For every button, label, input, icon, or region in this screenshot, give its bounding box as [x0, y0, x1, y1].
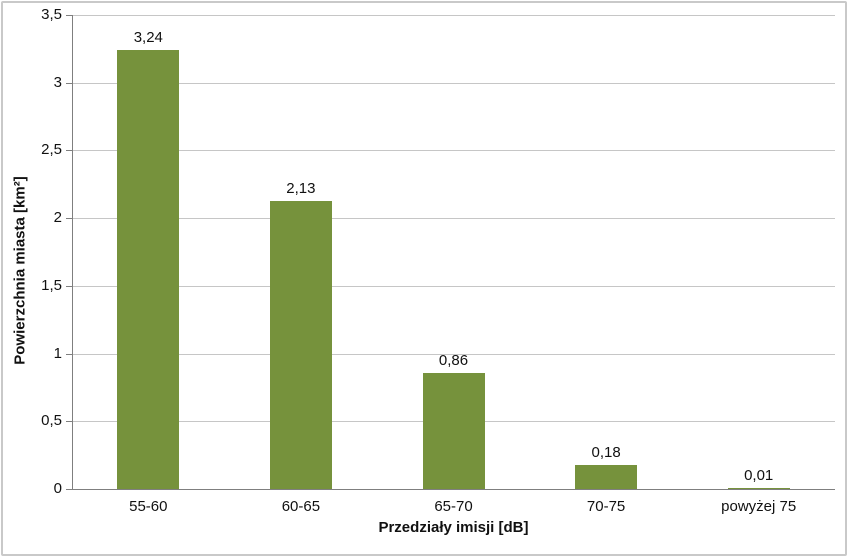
bar	[117, 50, 180, 489]
bar	[727, 487, 790, 489]
gridline	[72, 83, 835, 84]
gridline	[72, 218, 835, 219]
gridline	[72, 354, 835, 355]
y-tick-label: 3,5	[41, 6, 62, 23]
y-axis-title: Powierzchnia miasta [km²]	[11, 176, 29, 365]
y-axis-tick	[66, 421, 72, 422]
x-axis-title: Przedziały imisji [dB]	[378, 519, 529, 536]
y-axis-tick	[66, 354, 72, 355]
y-tick-label: 1	[53, 345, 62, 362]
y-axis-tick	[66, 218, 72, 219]
gridline	[72, 286, 835, 287]
x-axis-line	[72, 489, 835, 490]
bar-value-label: 0,18	[591, 443, 621, 461]
y-axis-tick	[66, 489, 72, 490]
y-axis-tick	[66, 150, 72, 151]
y-tick-label: 0,5	[41, 412, 62, 429]
bar-value-label: 0,01	[744, 466, 774, 484]
y-axis-tick	[66, 286, 72, 287]
x-tick-label: 55-60	[129, 498, 168, 515]
y-tick-label: 3	[53, 74, 62, 91]
gridline	[72, 15, 835, 16]
x-tick-label: powyżej 75	[721, 498, 797, 515]
x-tick-label: 70-75	[586, 498, 626, 515]
bar-value-label: 2,13	[286, 179, 316, 197]
bar	[422, 372, 485, 489]
bar-value-label: 0,86	[438, 351, 469, 369]
y-axis-tick	[66, 83, 72, 84]
bar	[269, 200, 332, 489]
y-tick-label: 2,5	[41, 141, 62, 158]
x-tick-label: 60-65	[281, 498, 321, 515]
y-tick-label: 1,5	[41, 277, 62, 294]
y-tick-label: 0	[53, 480, 62, 497]
gridline	[72, 150, 835, 151]
y-tick-label: 2	[53, 209, 62, 226]
x-tick-label: 65-70	[434, 498, 473, 515]
y-axis-line	[72, 15, 73, 489]
y-axis-tick	[66, 15, 72, 16]
bar-value-label: 3,24	[133, 29, 163, 47]
bar	[575, 464, 638, 489]
